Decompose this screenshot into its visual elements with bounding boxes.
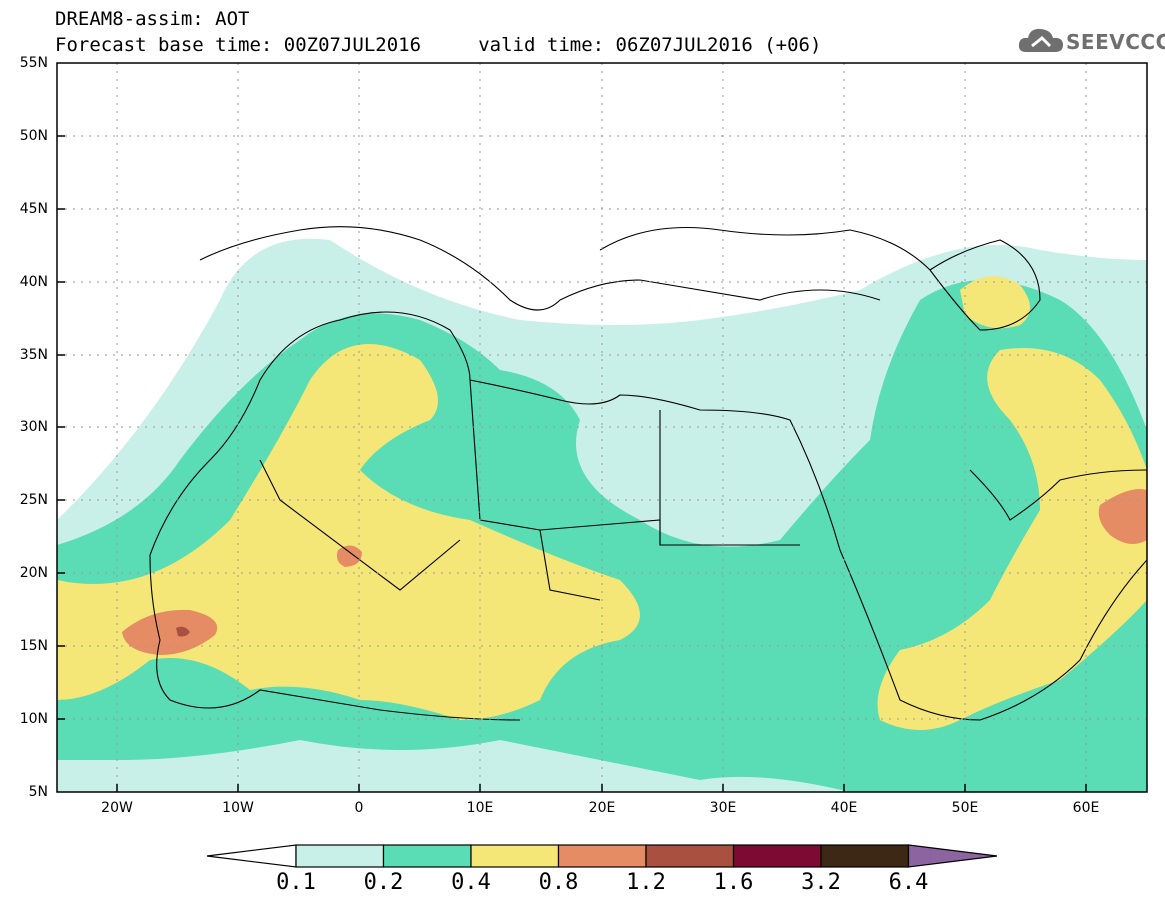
coastlines [149,226,1147,721]
aot-band-0-4-caspian [960,276,1030,329]
lat-label-55n: 55N [19,55,48,71]
cloud-icon [1018,28,1063,52]
colorbar-label-2: 0.4 [451,870,491,895]
lon-label-60e: 60E [1072,800,1100,816]
colorbar-label-5: 1.6 [713,870,754,895]
forecast-times: Forecast base time: 00Z07JUL2016 valid t… [55,34,822,56]
lon-label-0: 0 [354,800,364,816]
lon-label-40e: 40E [830,800,858,816]
lat-label-30n: 30N [19,419,48,435]
lat-label-45n: 45N [19,201,48,217]
colorbar-label-4: 1.2 [626,870,666,895]
colorbar-label-7: 6.4 [888,870,929,895]
lat-label-10n: 10N [19,711,48,727]
lon-label-20e: 20E [588,800,616,816]
aot-band-0-4-east [877,348,1147,730]
logo-text: SEEVCCC [1066,30,1165,54]
axis-ticks [57,135,1087,792]
lat-label-35n: 35N [19,347,48,363]
aot-band-0-8-oman [1098,489,1147,544]
lat-label-40n: 40N [19,274,48,290]
lat-label-25n: 25N [19,492,48,508]
seevccc-logo: SEEVCCC [1018,24,1165,58]
lat-label-5n: 5N [28,784,48,800]
aot-band-0-8 [122,609,218,655]
lon-label-30e: 30E [709,800,737,816]
lon-label-20w: 20W [101,800,133,816]
lat-label-15n: 15N [19,638,48,654]
lon-label-10w: 10W [222,800,254,816]
aot-band-1-2 [176,626,190,637]
colorbar-label-3: 0.8 [538,870,579,895]
colorbar-label-0: 0.1 [276,870,316,895]
colorbar-label-1: 0.2 [363,870,404,895]
map-title: DREAM8-assim: AOT [55,8,250,30]
lat-label-50n: 50N [19,128,48,144]
lon-label-10e: 10E [466,800,494,816]
lat-label-20n: 20N [19,565,48,581]
aot-band-0-8-mali [336,545,362,567]
colorbar-label-6: 3.2 [801,870,841,895]
graticule [57,63,1147,792]
lon-label-50e: 50E [951,800,979,816]
